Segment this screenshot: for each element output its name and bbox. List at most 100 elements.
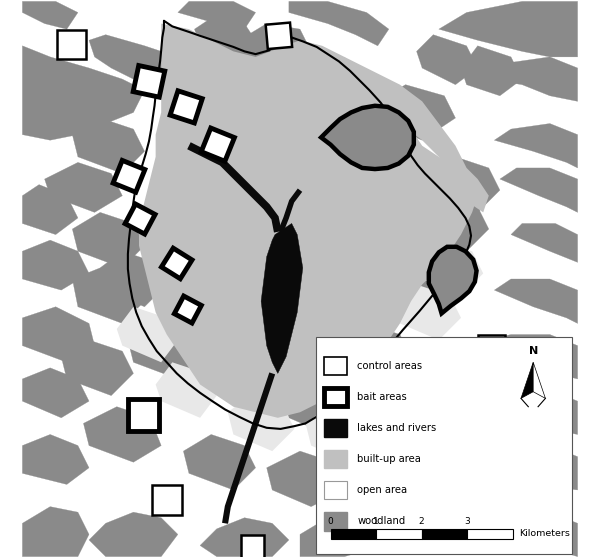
Polygon shape bbox=[478, 335, 505, 362]
Polygon shape bbox=[321, 106, 414, 169]
Bar bbox=[324, 512, 347, 531]
Polygon shape bbox=[416, 35, 478, 85]
Polygon shape bbox=[378, 85, 455, 140]
Polygon shape bbox=[334, 57, 489, 213]
Polygon shape bbox=[521, 362, 533, 398]
Text: 2: 2 bbox=[419, 517, 424, 526]
Polygon shape bbox=[89, 512, 178, 557]
Text: Kilometers: Kilometers bbox=[520, 530, 570, 538]
Polygon shape bbox=[117, 307, 178, 362]
Polygon shape bbox=[161, 248, 192, 279]
Polygon shape bbox=[44, 162, 122, 213]
Polygon shape bbox=[187, 142, 281, 233]
Polygon shape bbox=[350, 140, 416, 196]
Polygon shape bbox=[494, 279, 578, 324]
Text: open area: open area bbox=[357, 485, 407, 496]
Polygon shape bbox=[439, 1, 578, 57]
Bar bbox=[324, 450, 347, 468]
Polygon shape bbox=[416, 240, 483, 296]
Text: bait areas: bait areas bbox=[357, 392, 407, 402]
Polygon shape bbox=[128, 324, 200, 379]
Polygon shape bbox=[300, 507, 411, 557]
Polygon shape bbox=[239, 23, 311, 68]
Polygon shape bbox=[194, 18, 256, 57]
Polygon shape bbox=[22, 1, 578, 557]
Polygon shape bbox=[170, 91, 202, 123]
Polygon shape bbox=[61, 340, 133, 396]
Polygon shape bbox=[289, 1, 389, 46]
Bar bbox=[324, 419, 347, 437]
Polygon shape bbox=[73, 213, 145, 268]
Polygon shape bbox=[305, 407, 372, 462]
Polygon shape bbox=[89, 35, 200, 85]
Polygon shape bbox=[73, 118, 145, 174]
Polygon shape bbox=[22, 46, 145, 140]
Polygon shape bbox=[201, 128, 235, 161]
Polygon shape bbox=[113, 160, 145, 192]
Polygon shape bbox=[494, 123, 578, 168]
Polygon shape bbox=[500, 168, 578, 213]
Polygon shape bbox=[266, 451, 344, 507]
Polygon shape bbox=[439, 507, 578, 557]
Polygon shape bbox=[511, 223, 578, 262]
Polygon shape bbox=[22, 507, 89, 557]
Polygon shape bbox=[152, 485, 182, 515]
Polygon shape bbox=[455, 57, 578, 102]
Polygon shape bbox=[175, 296, 202, 323]
Polygon shape bbox=[178, 1, 256, 29]
Polygon shape bbox=[478, 335, 578, 379]
Polygon shape bbox=[57, 30, 86, 59]
Polygon shape bbox=[22, 185, 78, 234]
Polygon shape bbox=[322, 102, 389, 157]
Polygon shape bbox=[361, 340, 428, 396]
Polygon shape bbox=[22, 368, 89, 418]
Text: woodland: woodland bbox=[357, 516, 406, 526]
Polygon shape bbox=[339, 118, 422, 174]
Polygon shape bbox=[378, 223, 450, 285]
Polygon shape bbox=[22, 1, 78, 29]
Polygon shape bbox=[139, 23, 478, 418]
Polygon shape bbox=[361, 268, 439, 324]
Polygon shape bbox=[133, 65, 165, 97]
Polygon shape bbox=[467, 390, 578, 435]
Bar bbox=[316, 337, 572, 554]
Polygon shape bbox=[222, 372, 275, 524]
Text: control areas: control areas bbox=[357, 361, 422, 371]
Text: built-up area: built-up area bbox=[357, 454, 421, 464]
Polygon shape bbox=[461, 46, 522, 96]
Polygon shape bbox=[283, 379, 356, 435]
Bar bbox=[422, 529, 467, 539]
Bar bbox=[324, 388, 347, 406]
Bar bbox=[467, 529, 512, 539]
Text: 1: 1 bbox=[373, 517, 379, 526]
Polygon shape bbox=[184, 435, 256, 490]
Polygon shape bbox=[128, 400, 159, 431]
Polygon shape bbox=[200, 518, 289, 557]
Polygon shape bbox=[261, 223, 303, 373]
Text: lakes and rivers: lakes and rivers bbox=[357, 423, 436, 433]
Polygon shape bbox=[533, 362, 545, 398]
Polygon shape bbox=[73, 268, 145, 324]
Polygon shape bbox=[416, 196, 489, 251]
Polygon shape bbox=[22, 240, 89, 290]
Polygon shape bbox=[305, 157, 383, 213]
Polygon shape bbox=[429, 247, 476, 314]
Polygon shape bbox=[228, 396, 295, 451]
Polygon shape bbox=[455, 446, 578, 490]
Polygon shape bbox=[322, 213, 400, 268]
Polygon shape bbox=[394, 285, 461, 340]
Polygon shape bbox=[278, 189, 302, 233]
Text: 0: 0 bbox=[328, 517, 334, 526]
Text: 3: 3 bbox=[464, 517, 470, 526]
Polygon shape bbox=[241, 535, 265, 558]
Polygon shape bbox=[339, 324, 411, 379]
Polygon shape bbox=[22, 435, 89, 484]
Polygon shape bbox=[100, 251, 167, 307]
Polygon shape bbox=[394, 196, 461, 251]
Bar bbox=[331, 529, 376, 539]
Polygon shape bbox=[266, 22, 292, 49]
Polygon shape bbox=[155, 362, 217, 418]
Bar bbox=[324, 481, 347, 499]
Polygon shape bbox=[83, 407, 161, 462]
Polygon shape bbox=[125, 204, 155, 234]
